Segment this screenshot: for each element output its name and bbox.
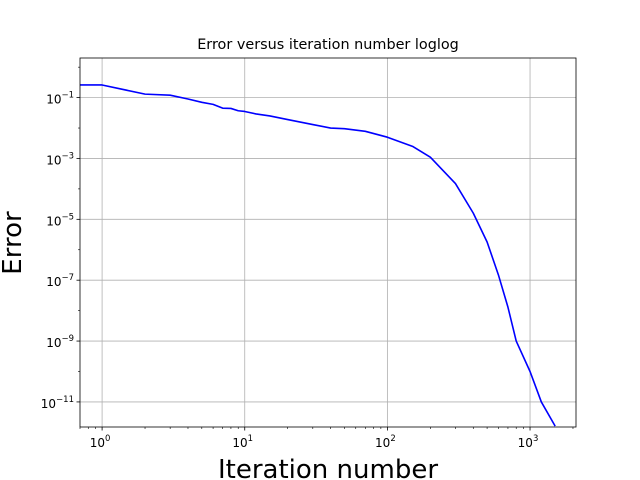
y-tick-exponent: −7 (61, 273, 74, 283)
x-tick-label: 101 (232, 434, 253, 450)
series-line (80, 84, 556, 427)
y-tick-label: 10−7 (46, 273, 74, 289)
y-tick-label: 10−5 (46, 212, 74, 228)
x-tick-exponent: 2 (390, 434, 395, 444)
x-tick-label: 103 (518, 434, 539, 450)
y-tick-exponent: −5 (61, 212, 74, 222)
chart-title: Error versus iteration number loglog (197, 37, 459, 53)
y-axis-label: Error (0, 211, 28, 275)
x-tick-exponent: 0 (105, 434, 110, 444)
x-tick-base: 10 (232, 436, 247, 450)
x-axis-label: Iteration number (218, 455, 438, 480)
y-tick-label: 10−11 (41, 395, 74, 411)
x-tick-base: 10 (90, 436, 105, 450)
x-tick-label: 100 (90, 434, 111, 450)
series-layer (80, 84, 556, 427)
y-tick-label: 10−9 (46, 334, 74, 350)
y-tick-exponent: −3 (61, 151, 74, 161)
y-tick-label: 10−3 (46, 151, 74, 167)
major-ticks (76, 97, 531, 431)
x-tick-exponent: 3 (533, 434, 538, 444)
y-tick-label: 10−1 (46, 91, 74, 107)
x-tick-label: 102 (375, 434, 396, 450)
x-tick-base: 10 (375, 436, 390, 450)
axes-frame (79, 57, 577, 428)
y-tick-base: 10 (46, 275, 61, 289)
x-tick-exponent: 1 (248, 434, 253, 444)
y-tick-exponent: −9 (61, 334, 74, 344)
grid (80, 58, 576, 427)
y-tick-base: 10 (41, 397, 56, 411)
y-tick-base: 10 (46, 336, 61, 350)
y-tick-exponent: −1 (61, 91, 74, 101)
y-tick-exponent: −11 (56, 395, 74, 405)
y-tick-base: 10 (46, 93, 61, 107)
y-tick-base: 10 (46, 214, 61, 228)
y-tick-base: 10 (46, 153, 61, 167)
x-tick-base: 10 (518, 436, 533, 450)
